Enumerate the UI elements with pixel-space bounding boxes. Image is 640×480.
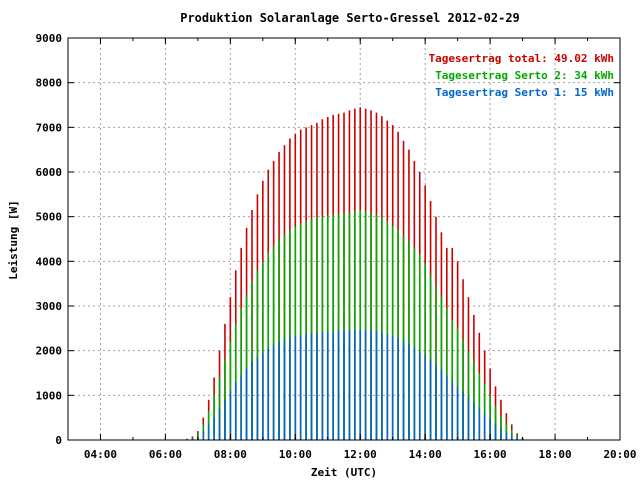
y-tick-label: 0 [55,434,62,447]
y-tick-label: 6000 [36,166,63,179]
legend-entry: Tagesertrag total: 49.02 kWh [429,52,614,65]
y-tick-label: 2000 [36,345,63,358]
y-tick-label: 7000 [36,121,63,134]
x-tick-label: 14:00 [409,448,442,461]
x-tick-label: 20:00 [603,448,636,461]
legend-entry: Tagesertrag Serto 1: 15 kWh [435,86,614,99]
x-tick-label: 06:00 [149,448,182,461]
y-axis-label: Leistung [W] [7,200,20,279]
y-tick-label: 4000 [36,255,63,268]
x-tick-label: 12:00 [344,448,377,461]
y-tick-label: 1000 [36,389,63,402]
x-tick-label: 18:00 [538,448,571,461]
legend: Tagesertrag total: 49.02 kWh Tagesertrag … [429,52,614,99]
x-tick-label: 10:00 [279,448,312,461]
x-tick-label: 04:00 [84,448,117,461]
y-tick-label: 9000 [36,32,63,45]
x-axis-label: Zeit (UTC) [311,466,377,479]
chart-title: Produktion Solaranlage Serto-Gressel 201… [180,11,520,25]
y-tick-label: 8000 [36,77,63,90]
axes: 0 1000 2000 3000 4000 5000 6000 7000 8000 9000 04:… [36,32,637,461]
bars [186,107,524,440]
y-tick-label: 3000 [36,300,63,313]
x-tick-label: 08:00 [214,448,247,461]
y-tick-label: 5000 [36,211,63,224]
legend-entry: Tagesertrag Serto 2: 34 kWh [435,69,614,82]
x-tick-label: 16:00 [474,448,507,461]
plot-frame [67,37,621,441]
series-3 [186,330,524,440]
